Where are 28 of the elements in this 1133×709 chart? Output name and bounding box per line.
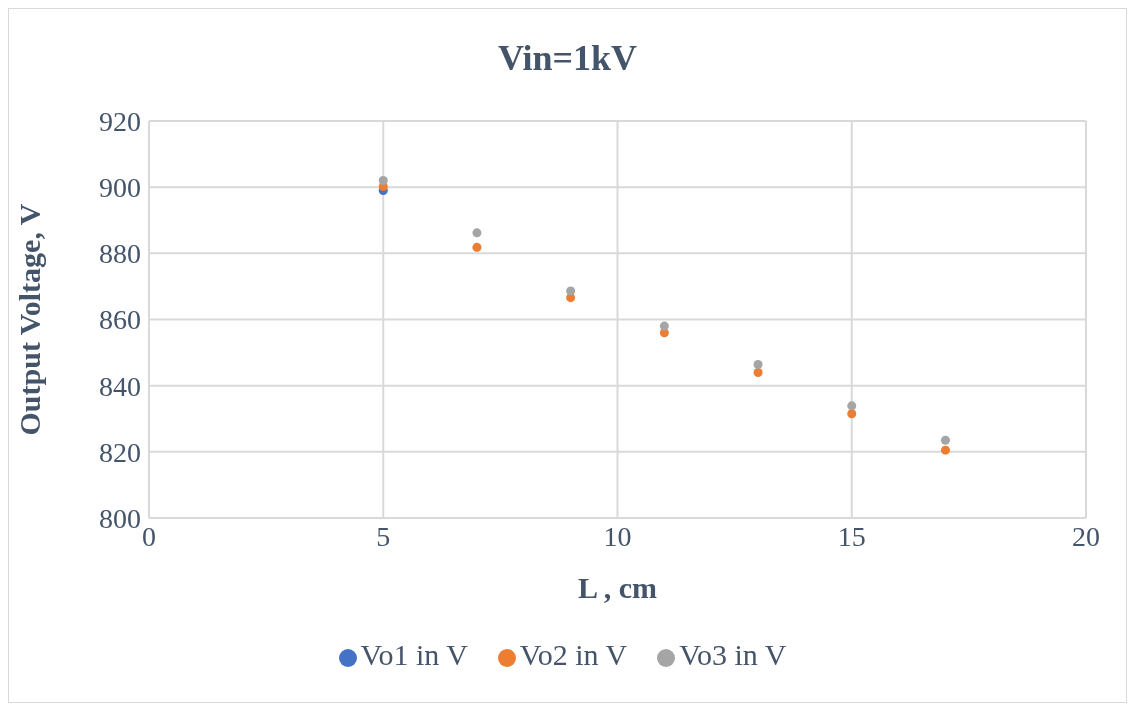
- point: [753, 359, 763, 369]
- point: [940, 445, 950, 455]
- legend-label: Vo2 in V: [519, 638, 628, 671]
- point: [566, 286, 576, 296]
- x-tick-label: 15: [837, 520, 866, 552]
- x-tick-label: 0: [142, 520, 156, 552]
- point: [472, 242, 482, 252]
- legend-label: Vo3 in V: [679, 638, 787, 671]
- y-axis-title: Output Voltage, V: [12, 203, 46, 436]
- x-tick-label: 10: [603, 520, 632, 552]
- legend-label: Vo1 in V: [360, 638, 468, 671]
- y-tick-label: 800: [99, 502, 141, 534]
- point: [940, 435, 950, 445]
- point: [847, 409, 857, 419]
- point: [472, 228, 482, 238]
- chart-title: Vin=1kV: [496, 37, 639, 79]
- x-tick-label: 20: [1072, 520, 1100, 552]
- point: [378, 176, 388, 186]
- y-tick-label: 880: [99, 238, 141, 270]
- point: [659, 321, 669, 331]
- y-tick-label: 860: [99, 304, 141, 336]
- point: [847, 401, 857, 411]
- y-tick-label: 820: [99, 436, 141, 468]
- y-tick-label: 900: [99, 172, 141, 204]
- x-tick-label: 5: [376, 520, 391, 552]
- y-tick-label: 840: [99, 370, 141, 402]
- x-axis-title: L , cm: [577, 571, 658, 604]
- y-tick-label: 920: [99, 105, 141, 137]
